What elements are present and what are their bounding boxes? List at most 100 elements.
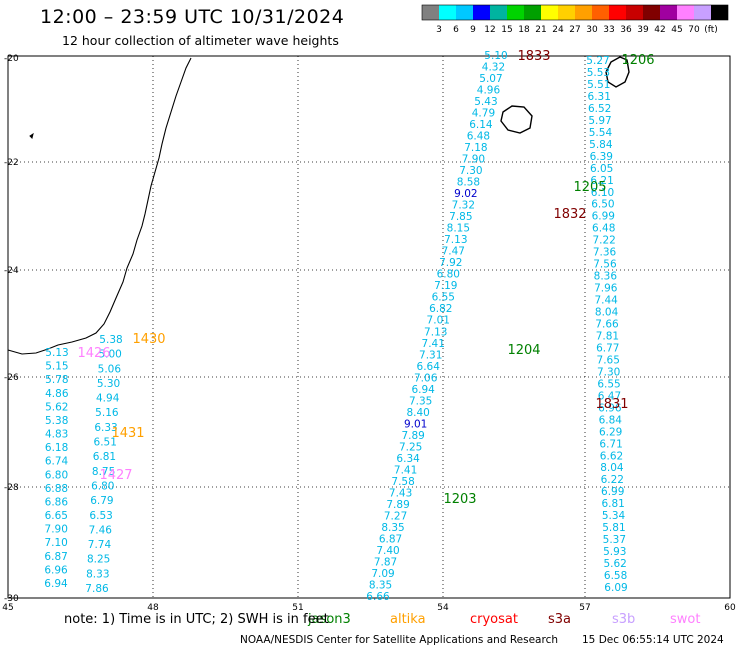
legend-item-altika: altika xyxy=(390,612,426,627)
pass-time-label: 1206 xyxy=(621,53,654,68)
swh-value: 6.80 xyxy=(45,469,68,481)
swh-value: 5.81 xyxy=(602,522,625,534)
swh-value: 6.34 xyxy=(396,453,420,465)
swh-value: 5.43 xyxy=(474,96,497,108)
colorbar-label: 9 xyxy=(470,25,476,35)
swh-value: 7.65 xyxy=(597,354,620,366)
latitude-label: -20 xyxy=(4,54,19,64)
swh-value: 6.81 xyxy=(93,451,116,463)
swh-value: 6.64 xyxy=(417,361,441,373)
swh-value: 7.66 xyxy=(595,319,619,331)
swh-value: 4.79 xyxy=(472,108,495,120)
colorbar-label: 36 xyxy=(620,25,632,35)
longitude-label: 45 xyxy=(2,603,13,613)
colorbar-swatch xyxy=(524,5,541,20)
swh-value: 7.36 xyxy=(593,247,617,259)
colorbar-label: 27 xyxy=(569,25,580,35)
swh-value: 6.79 xyxy=(90,495,113,507)
swh-value: 5.07 xyxy=(479,73,502,85)
colorbar-swatch xyxy=(677,5,694,20)
swh-value: 7.32 xyxy=(452,200,475,212)
swh-value: 7.41 xyxy=(422,338,445,350)
swh-value: 7.86 xyxy=(85,583,109,595)
swh-value: 7.22 xyxy=(592,235,615,247)
swh-value: 6.81 xyxy=(601,498,624,510)
swh-value: 6.48 xyxy=(467,131,490,143)
swh-value: 6.58 xyxy=(604,570,627,582)
swh-value: 4.94 xyxy=(96,393,120,405)
swh-value: 8.58 xyxy=(457,177,480,189)
swh-value: 4.86 xyxy=(45,388,69,400)
swh-value: 7.27 xyxy=(384,510,407,522)
swh-value: 6.87 xyxy=(379,533,402,545)
colorbar-frame xyxy=(421,4,729,21)
swh-value: 7.09 xyxy=(371,568,394,580)
colorbar-swatch xyxy=(694,5,711,20)
swh-value: 5.51 xyxy=(587,79,610,91)
swh-value: 6.31 xyxy=(588,91,611,103)
swh-value: 6.55 xyxy=(597,378,620,390)
swh-value: 5.13 xyxy=(45,347,68,359)
swh-value: 6.05 xyxy=(590,163,613,175)
credit-text: NOAA/NESDIS Center for Satellite Applica… xyxy=(240,634,558,646)
colorbar-label: 18 xyxy=(518,25,530,35)
swh-value: 5.15 xyxy=(45,361,68,373)
swh-value: 6.52 xyxy=(588,103,611,115)
pass-time-label: 1427 xyxy=(99,468,132,483)
swh-value: 7.96 xyxy=(594,283,618,295)
swh-value: 5.62 xyxy=(45,401,68,413)
swh-value: 6.74 xyxy=(45,456,69,468)
swh-value: 5.10 xyxy=(484,50,507,62)
satellite-legend: jason3 altika cryosat s3a s3b swot xyxy=(0,612,740,630)
colorbar-label: 39 xyxy=(637,25,649,35)
legend-item-s3b: s3b xyxy=(612,612,636,627)
swh-value: 5.37 xyxy=(603,534,626,546)
colorbar-swatch xyxy=(490,5,507,20)
swh-value: 7.87 xyxy=(374,556,397,568)
swh-value: 7.30 xyxy=(597,366,620,378)
swh-value: 7.10 xyxy=(44,537,67,549)
swh-value: 8.35 xyxy=(369,579,392,591)
swh-value: 8.36 xyxy=(594,271,618,283)
pass-time-label: 1205 xyxy=(573,180,606,195)
swh-value: 7.74 xyxy=(88,539,112,551)
swh-value: 5.06 xyxy=(98,363,122,375)
longitude-label: 54 xyxy=(437,603,449,613)
swh-value: 6.51 xyxy=(94,437,117,449)
swh-value: 7.43 xyxy=(389,487,412,499)
swh-value: 8.35 xyxy=(381,522,404,534)
swh-value: 4.32 xyxy=(482,62,505,74)
colorbar-swatch xyxy=(507,5,524,20)
swh-value: 5.53 xyxy=(587,67,610,79)
latitude-label: -28 xyxy=(4,483,19,493)
swh-value: 6.65 xyxy=(45,510,68,522)
colorbar-swatch xyxy=(422,5,439,20)
colorbar-label: 12 xyxy=(484,25,495,35)
colorbar-swatch xyxy=(711,5,728,20)
swh-value: 6.80 xyxy=(91,480,114,492)
swh-value: 6.86 xyxy=(45,496,69,508)
swh-value: 6.96 xyxy=(598,402,622,414)
swh-value: 7.89 xyxy=(401,430,424,442)
swh-value: 7.47 xyxy=(442,246,465,258)
swh-value: 7.40 xyxy=(376,545,399,557)
swh-value: 5.34 xyxy=(602,510,626,522)
swh-value: 6.14 xyxy=(469,119,493,131)
colorbar-label: 33 xyxy=(603,25,614,35)
swh-value: 8.33 xyxy=(86,568,109,580)
swh-value: 5.38 xyxy=(45,415,68,427)
latitude-label: -22 xyxy=(4,158,19,168)
swh-value: 6.62 xyxy=(600,450,623,462)
swh-value: 6.48 xyxy=(592,223,615,235)
swh-value: 6.99 xyxy=(592,211,615,223)
swh-value: 7.18 xyxy=(464,142,487,154)
swh-value: 7.13 xyxy=(424,326,447,338)
swh-value: 5.78 xyxy=(45,374,68,386)
colorbar-swatch xyxy=(660,5,677,20)
pass-time-label: 1431 xyxy=(111,426,144,441)
swh-value: 7.06 xyxy=(414,372,438,384)
swh-value: 6.94 xyxy=(44,578,68,590)
swh-value: 6.84 xyxy=(599,414,623,426)
swh-value: 8.40 xyxy=(406,407,429,419)
swh-value: 6.96 xyxy=(44,564,68,576)
